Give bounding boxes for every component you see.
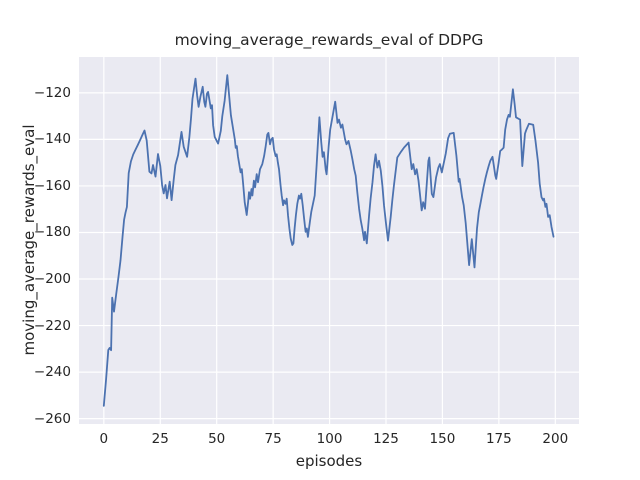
y-tick-label: −260 — [33, 410, 71, 427]
y-tick-label: −220 — [33, 317, 71, 334]
y-tick-label: −240 — [33, 364, 71, 381]
x-tick-label: 175 — [485, 431, 512, 447]
x-tick-label: 50 — [208, 431, 226, 447]
y-tick-label: −140 — [33, 131, 71, 148]
x-tick-label: 200 — [542, 431, 569, 447]
x-tick-label: 25 — [151, 431, 169, 447]
x-tick-label: 100 — [316, 431, 343, 447]
grid-lines — [79, 57, 579, 424]
plot-area — [79, 57, 579, 424]
x-tick-label: 150 — [429, 431, 456, 447]
x-axis-label: episodes — [295, 452, 363, 470]
y-tick-label: −200 — [33, 271, 71, 287]
reward-line — [102, 74, 555, 407]
y-tick-label: −160 — [33, 177, 71, 194]
y-tick-label: −120 — [33, 84, 71, 101]
chart-title: moving_average_rewards_eval of DDPG — [174, 31, 484, 49]
plot-canvas — [79, 57, 579, 424]
reward-line-series — [102, 74, 555, 407]
x-tick-label: 75 — [264, 431, 282, 447]
y-tick-label: −180 — [33, 224, 71, 241]
x-tick-label: 0 — [99, 431, 109, 447]
x-tick-label: 125 — [373, 431, 399, 447]
